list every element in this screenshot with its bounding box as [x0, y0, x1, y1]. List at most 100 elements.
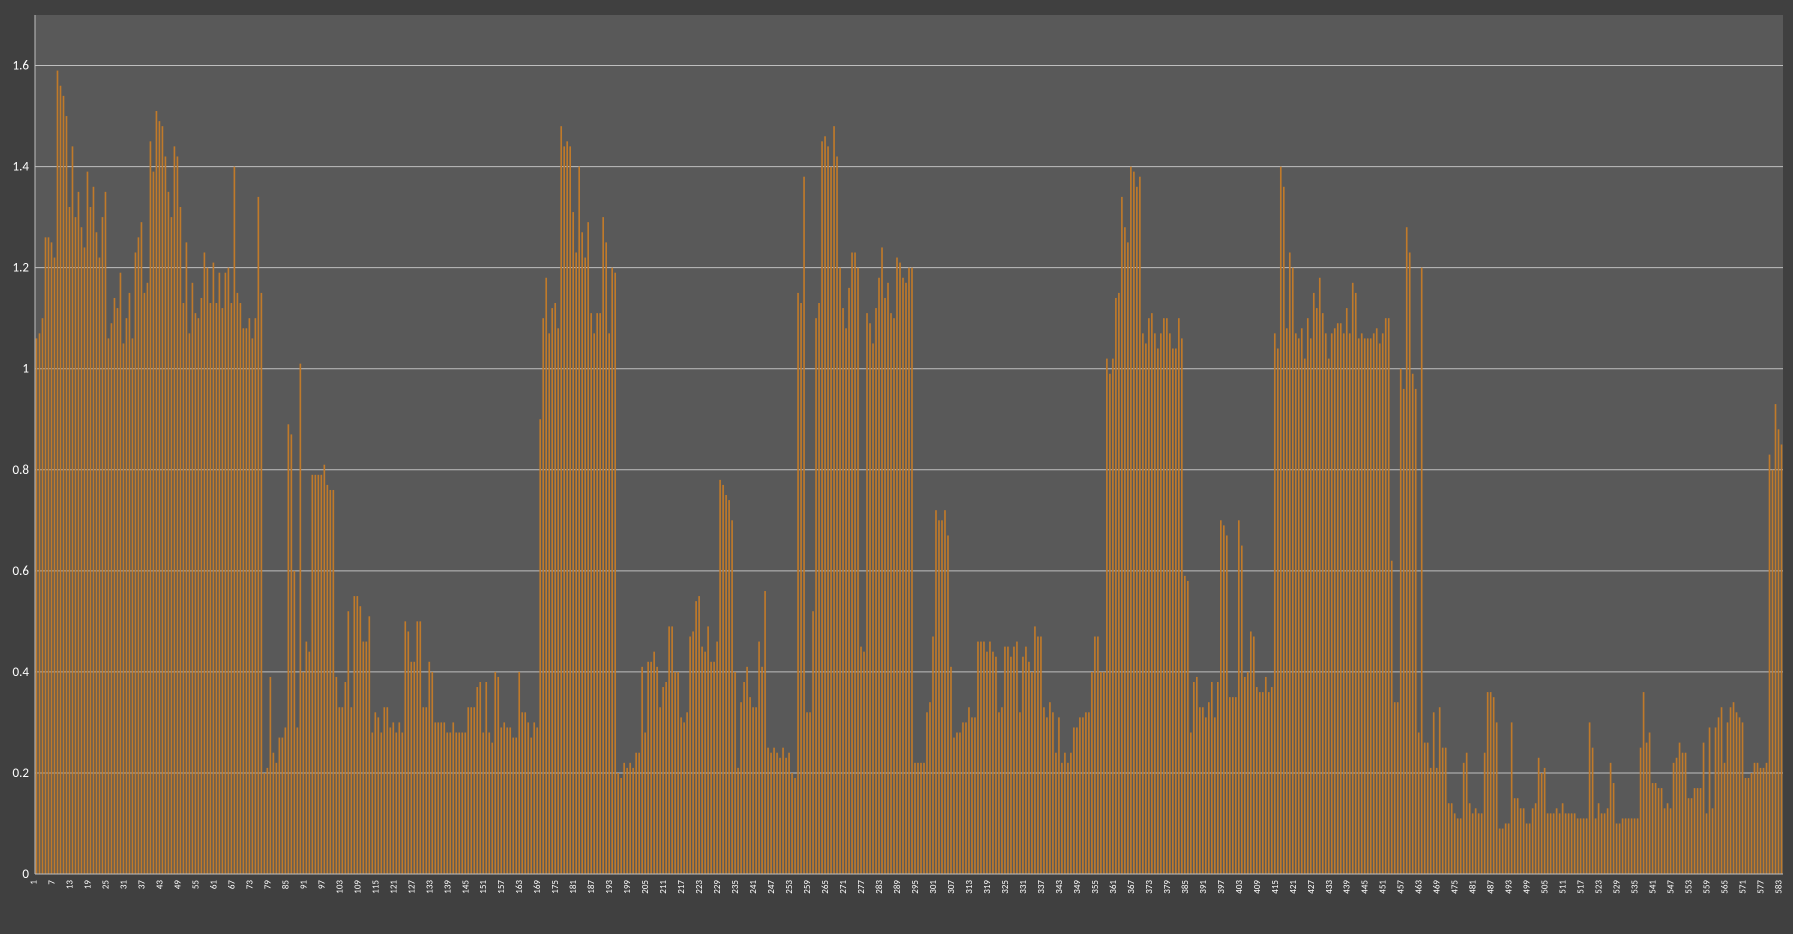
svg-text:571: 571: [1738, 880, 1749, 894]
svg-text:0.6: 0.6: [13, 564, 30, 579]
svg-text:373: 373: [1144, 880, 1155, 894]
svg-text:487: 487: [1486, 880, 1497, 894]
svg-text:235: 235: [730, 880, 741, 894]
svg-text:13: 13: [64, 880, 75, 890]
svg-text:1: 1: [22, 362, 29, 377]
svg-text:457: 457: [1396, 880, 1407, 894]
svg-text:541: 541: [1648, 880, 1659, 894]
svg-text:49: 49: [172, 880, 183, 890]
svg-text:553: 553: [1684, 880, 1695, 894]
svg-text:181: 181: [568, 880, 579, 894]
svg-text:97: 97: [316, 880, 327, 890]
svg-text:397: 397: [1216, 880, 1227, 894]
svg-text:385: 385: [1180, 880, 1191, 894]
svg-text:199: 199: [622, 880, 633, 894]
svg-text:193: 193: [604, 880, 615, 894]
svg-text:289: 289: [892, 880, 903, 894]
svg-text:349: 349: [1072, 880, 1083, 894]
bar-chart: 00.20.40.60.811.21.41.617131925313743495…: [0, 0, 1793, 934]
svg-text:523: 523: [1594, 880, 1605, 894]
svg-text:139: 139: [442, 880, 453, 894]
svg-text:0.2: 0.2: [13, 766, 30, 781]
svg-text:439: 439: [1342, 880, 1353, 894]
svg-text:169: 169: [532, 880, 543, 894]
svg-text:343: 343: [1054, 880, 1065, 894]
svg-text:151: 151: [478, 880, 489, 894]
svg-text:445: 445: [1360, 880, 1371, 894]
svg-text:559: 559: [1702, 880, 1713, 894]
svg-text:175: 175: [550, 880, 561, 894]
svg-text:379: 379: [1162, 880, 1173, 894]
svg-text:307: 307: [946, 880, 957, 894]
svg-text:481: 481: [1468, 880, 1479, 894]
svg-text:241: 241: [748, 880, 759, 894]
svg-text:433: 433: [1324, 880, 1335, 894]
svg-text:463: 463: [1414, 880, 1425, 894]
svg-text:79: 79: [262, 880, 273, 890]
svg-text:103: 103: [334, 880, 345, 894]
svg-text:1.4: 1.4: [13, 160, 30, 175]
svg-text:0.4: 0.4: [13, 665, 30, 680]
svg-text:391: 391: [1198, 880, 1209, 894]
svg-text:277: 277: [856, 880, 867, 894]
svg-text:91: 91: [298, 880, 309, 890]
svg-text:211: 211: [658, 880, 669, 894]
svg-text:313: 313: [964, 880, 975, 894]
svg-text:1.6: 1.6: [13, 59, 30, 74]
svg-text:331: 331: [1018, 880, 1029, 894]
svg-text:337: 337: [1036, 880, 1047, 894]
svg-text:325: 325: [1000, 880, 1011, 894]
svg-text:259: 259: [802, 880, 813, 894]
svg-text:367: 367: [1126, 880, 1137, 894]
svg-text:0.8: 0.8: [13, 463, 30, 478]
svg-text:85: 85: [280, 880, 291, 890]
svg-text:493: 493: [1504, 880, 1515, 894]
svg-text:283: 283: [874, 880, 885, 894]
svg-text:121: 121: [388, 880, 399, 894]
svg-text:427: 427: [1306, 880, 1317, 894]
svg-text:229: 229: [712, 880, 723, 894]
svg-text:43: 43: [154, 880, 165, 890]
svg-text:163: 163: [514, 880, 525, 894]
svg-text:319: 319: [982, 880, 993, 894]
svg-text:247: 247: [766, 880, 777, 894]
svg-text:187: 187: [586, 880, 597, 894]
svg-text:577: 577: [1756, 880, 1767, 894]
svg-text:157: 157: [496, 880, 507, 894]
svg-text:583: 583: [1774, 880, 1785, 894]
svg-text:295: 295: [910, 880, 921, 894]
svg-text:451: 451: [1378, 880, 1389, 894]
svg-text:475: 475: [1450, 880, 1461, 894]
svg-text:499: 499: [1522, 880, 1533, 894]
svg-text:223: 223: [694, 880, 705, 894]
svg-text:217: 217: [676, 880, 687, 894]
svg-text:127: 127: [406, 880, 417, 894]
svg-text:301: 301: [928, 880, 939, 894]
chart-container: 00.20.40.60.811.21.41.617131925313743495…: [0, 0, 1793, 934]
svg-text:403: 403: [1234, 880, 1245, 894]
svg-text:469: 469: [1432, 880, 1443, 894]
svg-text:265: 265: [820, 880, 831, 894]
svg-text:0: 0: [22, 867, 29, 882]
svg-text:535: 535: [1630, 880, 1641, 894]
svg-text:109: 109: [352, 880, 363, 894]
svg-text:361: 361: [1108, 880, 1119, 894]
svg-text:517: 517: [1576, 880, 1587, 894]
svg-text:505: 505: [1540, 880, 1551, 894]
svg-text:1.2: 1.2: [13, 261, 30, 276]
svg-text:61: 61: [208, 880, 219, 890]
svg-text:145: 145: [460, 880, 471, 894]
svg-text:73: 73: [244, 880, 255, 890]
svg-text:529: 529: [1612, 880, 1623, 894]
svg-text:205: 205: [640, 880, 651, 894]
svg-text:37: 37: [136, 880, 147, 890]
svg-text:31: 31: [118, 880, 129, 890]
svg-text:253: 253: [784, 880, 795, 894]
svg-text:415: 415: [1270, 880, 1281, 894]
svg-text:25: 25: [100, 880, 111, 890]
svg-text:271: 271: [838, 880, 849, 894]
svg-text:511: 511: [1558, 880, 1569, 894]
svg-text:409: 409: [1252, 880, 1263, 894]
svg-text:19: 19: [82, 880, 93, 890]
svg-text:1: 1: [28, 880, 39, 885]
